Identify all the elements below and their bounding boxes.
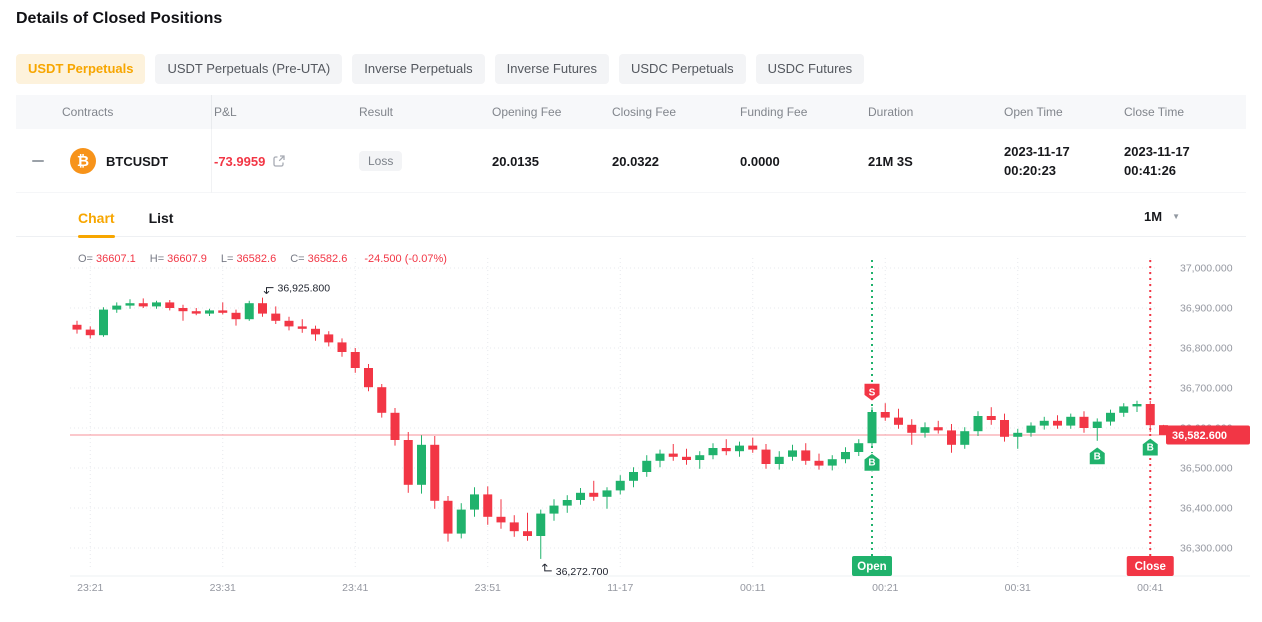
svg-text:36,900.000: 36,900.000 <box>1180 303 1233 315</box>
svg-text:S: S <box>869 388 876 399</box>
svg-text:36,500.000: 36,500.000 <box>1180 463 1233 475</box>
col-header-funding-fee: Funding Fee <box>740 105 808 119</box>
position-row: ₿ BTCUSDT -73.9959 Loss 20.0135 20.0322 … <box>16 129 1246 193</box>
page-title: Details of Closed Positions <box>16 10 223 27</box>
ohlc-high: H= 36607.9 <box>149 253 207 265</box>
pnl-value: -73.9959 <box>214 153 266 169</box>
tab-usdc-futures[interactable]: USDC Futures <box>755 54 865 84</box>
chart-toolbar: Chart List 1M ▼ <box>16 203 1246 238</box>
chevron-down-icon: ▼ <box>1172 212 1180 221</box>
svg-text:36,925.800: 36,925.800 <box>278 283 331 295</box>
svg-text:00:21: 00:21 <box>872 582 898 594</box>
col-header-opening-fee: Opening Fee <box>492 105 562 119</box>
tab-usdt-perpetuals[interactable]: USDT Perpetuals <box>16 54 146 84</box>
closing-fee-value: 20.0322 <box>612 153 659 169</box>
svg-text:36,272.700: 36,272.700 <box>556 566 609 578</box>
svg-text:11-17: 11-17 <box>607 582 633 594</box>
ohlc-change: -24.500 (-0.07%) <box>364 253 447 265</box>
ohlc-open: O= 36607.1 <box>78 253 136 265</box>
y-axis-labels: 37,000.000 36,900.000 36,800.000 36,700.000… <box>1180 263 1233 555</box>
svg-text:23:51: 23:51 <box>475 582 501 594</box>
svg-text:B: B <box>868 458 875 469</box>
pnl-external-link-icon[interactable] <box>272 154 286 168</box>
col-header-close-time: Close Time <box>1124 105 1185 119</box>
ohlc-close: C= 36582.6 <box>290 253 348 265</box>
ohlc-low: L= 36582.6 <box>220 253 277 265</box>
open-time-clock: 00:20:23 <box>1004 163 1057 178</box>
price-annotations: 36,925.800 36,272.700 <box>263 283 609 578</box>
positions-table: Contracts P&L Result Opening Fee Closing… <box>16 95 1246 193</box>
svg-text:23:41: 23:41 <box>342 582 368 594</box>
col-header-contracts: Contracts <box>60 95 212 129</box>
open-time-value: 2023-11-17 00:20:23 <box>1002 142 1122 180</box>
svg-text:36,300.000: 36,300.000 <box>1180 543 1233 555</box>
tab-inverse-futures[interactable]: Inverse Futures <box>494 54 609 84</box>
tab-usdc-perpetuals[interactable]: USDC Perpetuals <box>619 54 746 84</box>
chart-canvas[interactable]: 37,000.000 36,900.000 36,800.000 36,700.000… <box>0 250 1262 615</box>
table-header-row: Contracts P&L Result Opening Fee Closing… <box>16 95 1246 129</box>
open-line-badge: Open <box>852 556 892 576</box>
trade-markers-layer: S B B B <box>863 382 1159 472</box>
close-time-clock: 00:41:26 <box>1124 163 1177 178</box>
tab-list[interactable]: List <box>148 210 174 226</box>
svg-text:Open: Open <box>857 561 886 573</box>
svg-text:36,400.000: 36,400.000 <box>1180 503 1233 515</box>
last-price-tag: 36,582.600 <box>1166 425 1250 445</box>
chart-view-tabs: Chart List <box>78 203 174 238</box>
svg-text:36,800.000: 36,800.000 <box>1180 343 1233 355</box>
svg-text:37,000.000: 37,000.000 <box>1180 263 1233 275</box>
collapse-row-button[interactable] <box>32 160 44 162</box>
svg-text:00:31: 00:31 <box>1005 582 1031 594</box>
btc-icon: ₿ <box>70 148 96 174</box>
svg-text:36,582.600: 36,582.600 <box>1172 430 1227 442</box>
trade-lines <box>871 260 1152 556</box>
tab-chart[interactable]: Chart <box>78 203 115 238</box>
interval-value: 1M <box>1144 209 1163 224</box>
svg-text:23:31: 23:31 <box>210 582 236 594</box>
col-header-open-time: Open Time <box>1004 105 1063 119</box>
contract-cell: ₿ BTCUSDT <box>60 129 212 193</box>
opening-fee-value: 20.0135 <box>492 153 539 169</box>
candles-layer <box>72 297 1168 559</box>
col-header-closing-fee: Closing Fee <box>612 105 677 119</box>
svg-text:00:11: 00:11 <box>740 582 766 594</box>
close-time-date: 2023-11-17 <box>1124 144 1190 159</box>
open-time-date: 2023-11-17 <box>1004 144 1070 159</box>
svg-text:B: B <box>1094 451 1101 462</box>
duration-value: 21M 3S <box>868 153 913 169</box>
col-header-duration: Duration <box>868 105 914 119</box>
col-header-pnl: P&L <box>214 105 237 119</box>
svg-text:00:41: 00:41 <box>1137 582 1163 594</box>
ohlc-legend: O= 36607.1 H= 36607.9 L= 36582.6 C= 36582.6 … <box>78 253 447 265</box>
interval-dropdown[interactable]: 1M ▼ <box>1144 209 1180 224</box>
result-badge: Loss <box>359 151 403 171</box>
contract-type-tabs: USDT Perpetuals USDT Perpetuals (Pre-UTA… <box>16 54 865 84</box>
svg-text:23:21: 23:21 <box>77 582 103 594</box>
svg-text:36,700.000: 36,700.000 <box>1180 383 1233 395</box>
x-axis-labels: 23:21 23:31 23:41 23:51 11-17 00:11 00:21 00:31… <box>77 582 1163 594</box>
candlestick-chart[interactable]: O= 36607.1 H= 36607.9 L= 36582.6 C= 36582.6 … <box>0 250 1262 615</box>
svg-text:B: B <box>1147 443 1154 454</box>
svg-text:Close: Close <box>1135 561 1166 573</box>
tab-inverse-perpetuals[interactable]: Inverse Perpetuals <box>352 54 485 84</box>
col-header-result: Result <box>359 105 394 119</box>
tab-usdt-perpetuals-pre-uta[interactable]: USDT Perpetuals (Pre-UTA) <box>155 54 343 84</box>
close-time-value: 2023-11-17 00:41:26 <box>1122 142 1246 180</box>
contract-symbol: BTCUSDT <box>106 153 169 169</box>
close-line-badge: Close <box>1126 556 1174 576</box>
funding-fee-value: 0.0000 <box>740 153 780 169</box>
